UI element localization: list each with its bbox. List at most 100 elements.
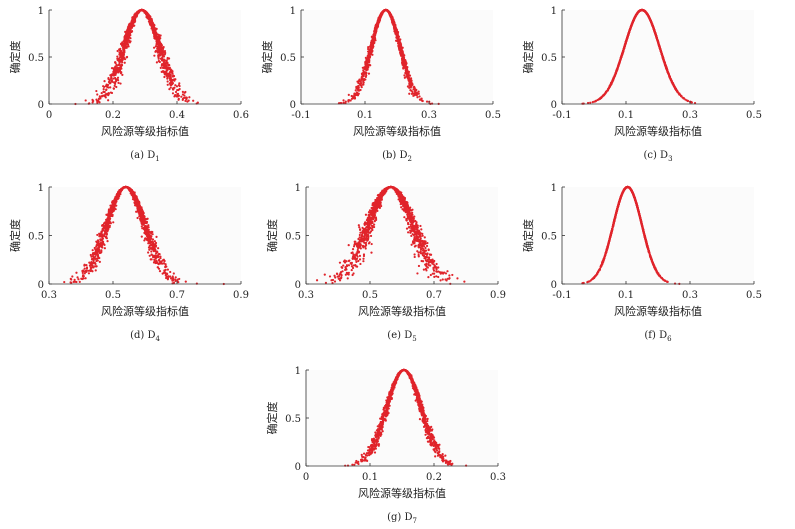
drop-point (407, 79, 410, 82)
drop-point (160, 70, 163, 73)
drop-point (608, 84, 612, 87)
drop-point (168, 64, 171, 67)
y-tick-label: 0.5 (541, 53, 557, 64)
drop-point (686, 99, 689, 103)
drop-point (119, 82, 122, 85)
drop-point (653, 31, 657, 34)
drop-point (164, 67, 167, 70)
drop-point (116, 57, 119, 60)
drop-point (148, 254, 151, 257)
drop-point (664, 63, 667, 66)
drop-point (365, 58, 368, 61)
drop-point (157, 42, 160, 45)
y-tick-label: 0.5 (28, 53, 44, 64)
drop-point (107, 99, 110, 102)
drop-point (129, 26, 132, 29)
drop-point (114, 71, 117, 74)
drop-point (169, 84, 173, 87)
drop-point (668, 74, 671, 78)
drop-point (113, 84, 116, 87)
drop-point (342, 99, 345, 102)
drop-point (128, 32, 132, 35)
drop-point (107, 94, 110, 97)
drop-point (118, 49, 121, 52)
drop-point (104, 93, 107, 96)
drop-point (371, 39, 374, 42)
drop-point (397, 36, 400, 39)
drop-point (114, 61, 117, 64)
drop-point (611, 77, 615, 81)
drop-point (152, 31, 155, 35)
drop-point (365, 63, 368, 66)
drop-point (657, 43, 661, 47)
drop-point (158, 53, 161, 56)
drop-point (120, 43, 123, 46)
drop-point (171, 87, 175, 90)
drop-point (656, 40, 659, 43)
drop-point (395, 34, 399, 37)
drop-point (115, 66, 118, 70)
drop-point (175, 95, 178, 98)
drop-point (610, 82, 613, 85)
drop-point (165, 61, 168, 64)
drop-point (154, 29, 157, 32)
x-axis-label: 风险源等级指标值 (101, 124, 189, 138)
drop-point (374, 37, 377, 40)
drop-point (84, 99, 87, 102)
drop-point (107, 77, 110, 81)
y-tick-label: 0 (38, 100, 44, 111)
drop-point (155, 61, 158, 64)
drop-point (360, 75, 363, 79)
drop-point (114, 79, 118, 83)
drop-point (168, 67, 171, 71)
y-tick-label: 1 (290, 6, 296, 17)
x-tick-label: 0 (46, 110, 52, 121)
drop-point (679, 94, 683, 98)
drop-point (393, 25, 397, 28)
drop-point (126, 41, 129, 44)
drop-point (410, 81, 413, 84)
drop-point (122, 47, 125, 51)
drop-point (127, 34, 130, 38)
drop-point (613, 75, 616, 78)
x-tick-label: -0.1 (291, 110, 310, 121)
drop-point (394, 27, 397, 31)
drop-point (671, 82, 675, 85)
plot-area (49, 10, 241, 104)
drop-point (174, 90, 178, 94)
drop-point (177, 98, 180, 101)
drop-point (173, 78, 176, 81)
y-tick-label: 1 (38, 6, 44, 17)
drop-point (632, 19, 635, 23)
drop-point (648, 16, 651, 19)
drop-point (125, 55, 129, 59)
drop-point (413, 93, 416, 96)
drop-point (178, 82, 181, 85)
drop-point (368, 61, 371, 64)
drop-point (368, 51, 371, 54)
drop-point (116, 79, 120, 82)
drop-point (367, 45, 370, 49)
drop-point (153, 27, 156, 30)
drop-point (659, 49, 662, 52)
drop-point (407, 74, 410, 77)
drop-point (662, 59, 665, 62)
drop-point (161, 58, 164, 61)
drop-point (168, 88, 171, 91)
drop-point (126, 38, 129, 42)
drop-point (415, 88, 418, 91)
drop-point (127, 23, 131, 27)
drop-point (358, 89, 361, 92)
drop-point (94, 269, 97, 272)
drop-point (375, 28, 378, 31)
drop-point (158, 50, 162, 54)
drop-point (157, 60, 161, 63)
drop-point (666, 69, 669, 72)
drop-point (678, 93, 681, 96)
drop-point (360, 81, 363, 85)
drop-point (589, 101, 592, 104)
drop-point (411, 90, 414, 93)
